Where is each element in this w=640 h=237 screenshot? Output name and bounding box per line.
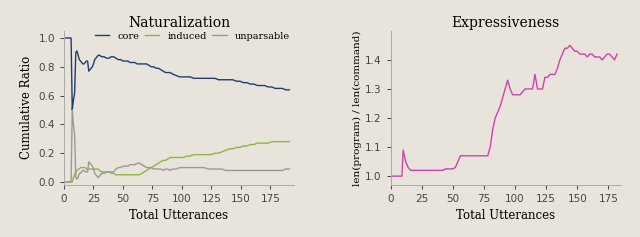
induced <box>285 140 293 143</box>
core <box>207 77 215 80</box>
core <box>61 36 69 39</box>
core <box>115 58 122 61</box>
Title: Naturalization: Naturalization <box>128 16 230 30</box>
unparsable <box>61 181 69 183</box>
Legend: core, induced, unparsable: core, induced, unparsable <box>91 28 294 45</box>
Y-axis label: len(program) / len(command): len(program) / len(command) <box>353 30 362 186</box>
unparsable <box>81 170 89 173</box>
unparsable <box>122 165 129 168</box>
induced <box>119 173 127 176</box>
Line: unparsable: unparsable <box>65 110 289 182</box>
core <box>81 61 89 64</box>
unparsable <box>91 172 99 175</box>
induced <box>159 159 167 162</box>
induced <box>80 166 88 169</box>
unparsable <box>207 168 215 170</box>
unparsable <box>115 166 122 169</box>
unparsable <box>68 109 76 111</box>
unparsable <box>162 168 170 170</box>
core <box>68 109 76 111</box>
induced <box>112 173 120 176</box>
Y-axis label: Cumulative Ratio: Cumulative Ratio <box>20 56 33 160</box>
core <box>285 88 293 91</box>
induced <box>90 168 97 170</box>
core <box>122 60 129 63</box>
induced <box>204 153 212 156</box>
X-axis label: Total Utterances: Total Utterances <box>129 210 228 223</box>
Title: Expressiveness: Expressiveness <box>452 16 560 30</box>
induced <box>268 140 275 143</box>
X-axis label: Total Utterances: Total Utterances <box>456 210 556 223</box>
induced <box>61 181 69 183</box>
Line: induced: induced <box>65 142 289 182</box>
core <box>91 58 99 61</box>
core <box>162 71 170 74</box>
Line: core: core <box>65 38 289 110</box>
unparsable <box>285 168 293 170</box>
